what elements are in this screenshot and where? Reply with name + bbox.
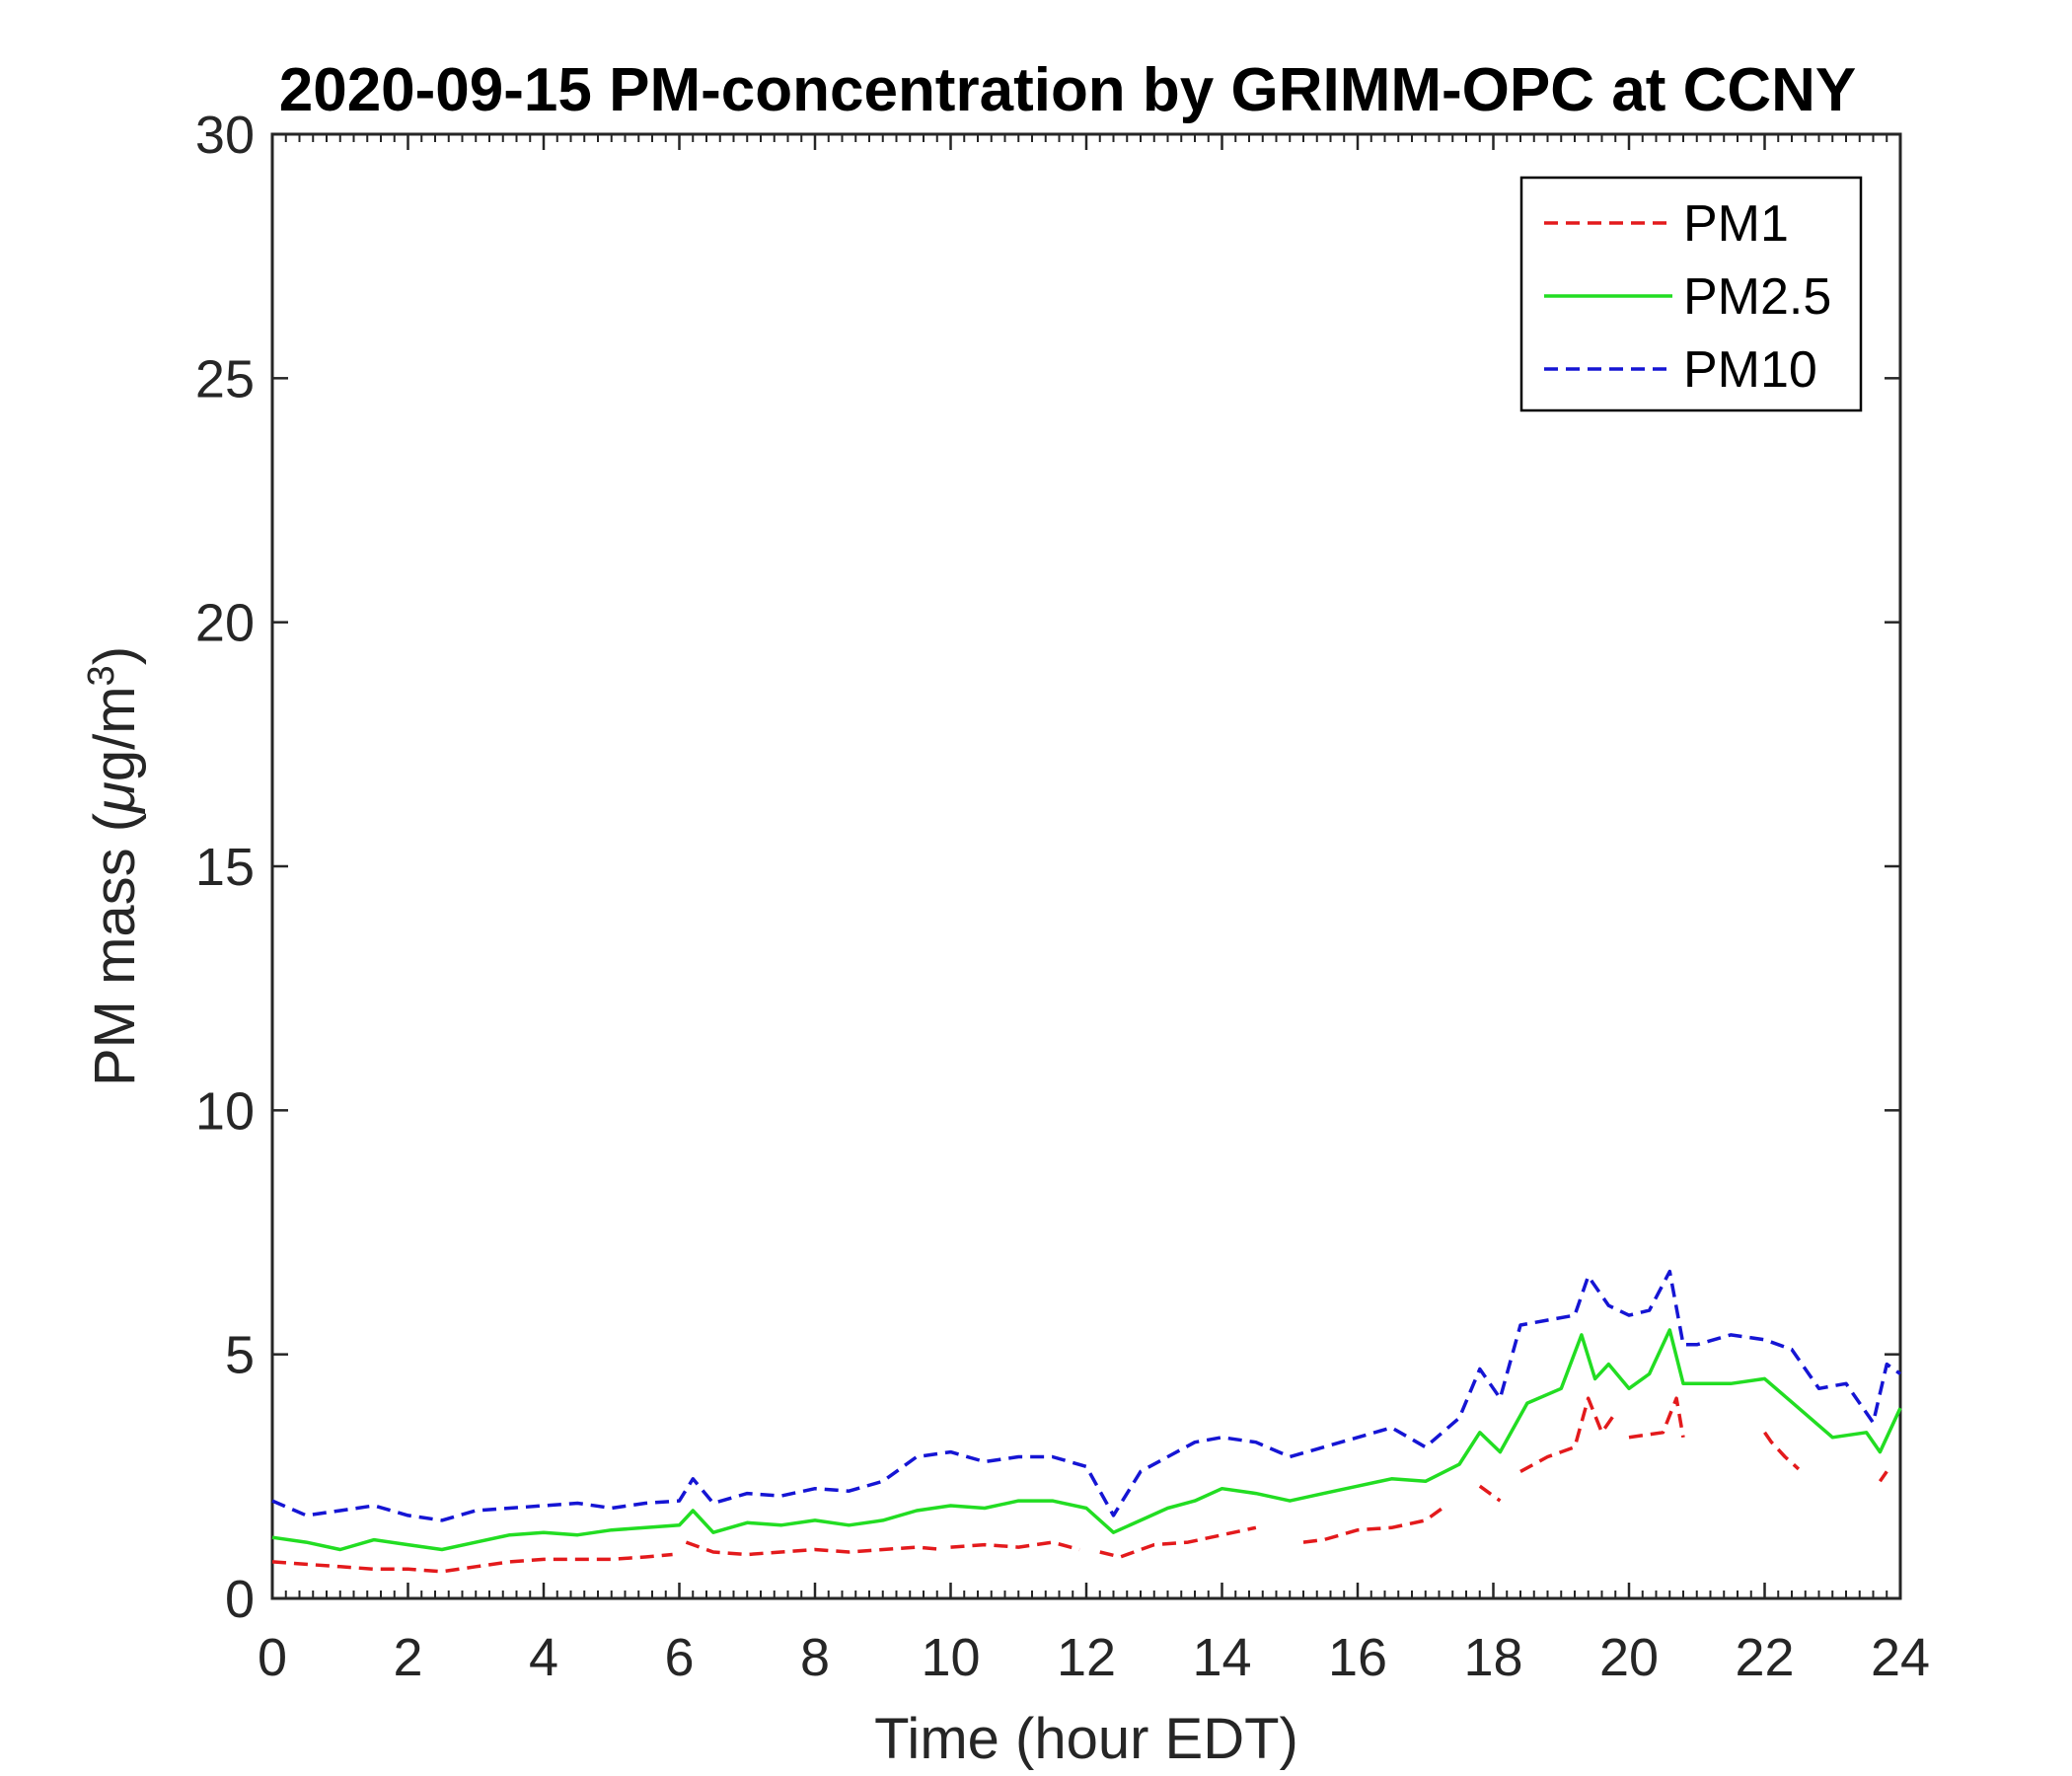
y-axis-label: PM mass (μg/m3) (81, 646, 147, 1086)
series-line-pm1 (271, 1396, 1888, 1574)
series-layer (271, 1269, 1902, 1574)
y-tick-label: 20 (195, 594, 255, 653)
y-axis-label-close: ) (83, 646, 147, 665)
legend-box (1519, 176, 1863, 412)
x-tick-label: 14 (1192, 1628, 1251, 1687)
y-axis: 0 5 10 15 20 25 30 (195, 106, 1900, 1629)
x-tick-label: 22 (1735, 1628, 1794, 1687)
x-tick-label: 10 (921, 1628, 980, 1687)
y-tick-label: 30 (195, 106, 255, 165)
y-tick-label: 5 (225, 1326, 255, 1385)
series-line-pm10 (271, 1269, 1902, 1522)
x-tick-label: 4 (529, 1628, 558, 1687)
x-tick-label: 20 (1599, 1628, 1659, 1687)
x-tick-label: 16 (1328, 1628, 1387, 1687)
x-axis: 0 2 4 6 8 10 12 14 16 18 20 22 24 (258, 134, 1930, 1687)
y-axis-label-unit: g/m (83, 686, 147, 781)
x-tick-label: 8 (800, 1628, 830, 1687)
legend: PM1 PM2.5 PM10 (1519, 176, 1863, 412)
x-tick-label: 0 (258, 1628, 287, 1687)
y-tick-label: 15 (195, 838, 255, 897)
legend-label: PM2.5 (1683, 268, 1831, 326)
y-axis-label-main: PM mass ( (83, 813, 147, 1086)
y-axis-label-mu: μ (83, 781, 147, 815)
x-tick-label: 2 (393, 1628, 422, 1687)
y-tick-label: 25 (195, 349, 255, 408)
legend-label: PM1 (1683, 195, 1789, 253)
x-tick-label: 18 (1463, 1628, 1522, 1687)
series-line-pm2-5 (271, 1328, 1902, 1552)
x-tick-label: 6 (664, 1628, 694, 1687)
y-axis-label-exp: 3 (81, 665, 122, 686)
x-tick-label: 24 (1871, 1628, 1930, 1687)
x-tick-label: 12 (1057, 1628, 1116, 1687)
legend-label: PM10 (1683, 341, 1817, 399)
y-tick-label: 0 (225, 1570, 255, 1629)
x-axis-label: Time (hour EDT) (874, 1707, 1298, 1771)
y-tick-label: 10 (195, 1081, 255, 1141)
chart-title: 2020-09-15 PM-concentration by GRIMM-OPC… (279, 56, 1857, 124)
